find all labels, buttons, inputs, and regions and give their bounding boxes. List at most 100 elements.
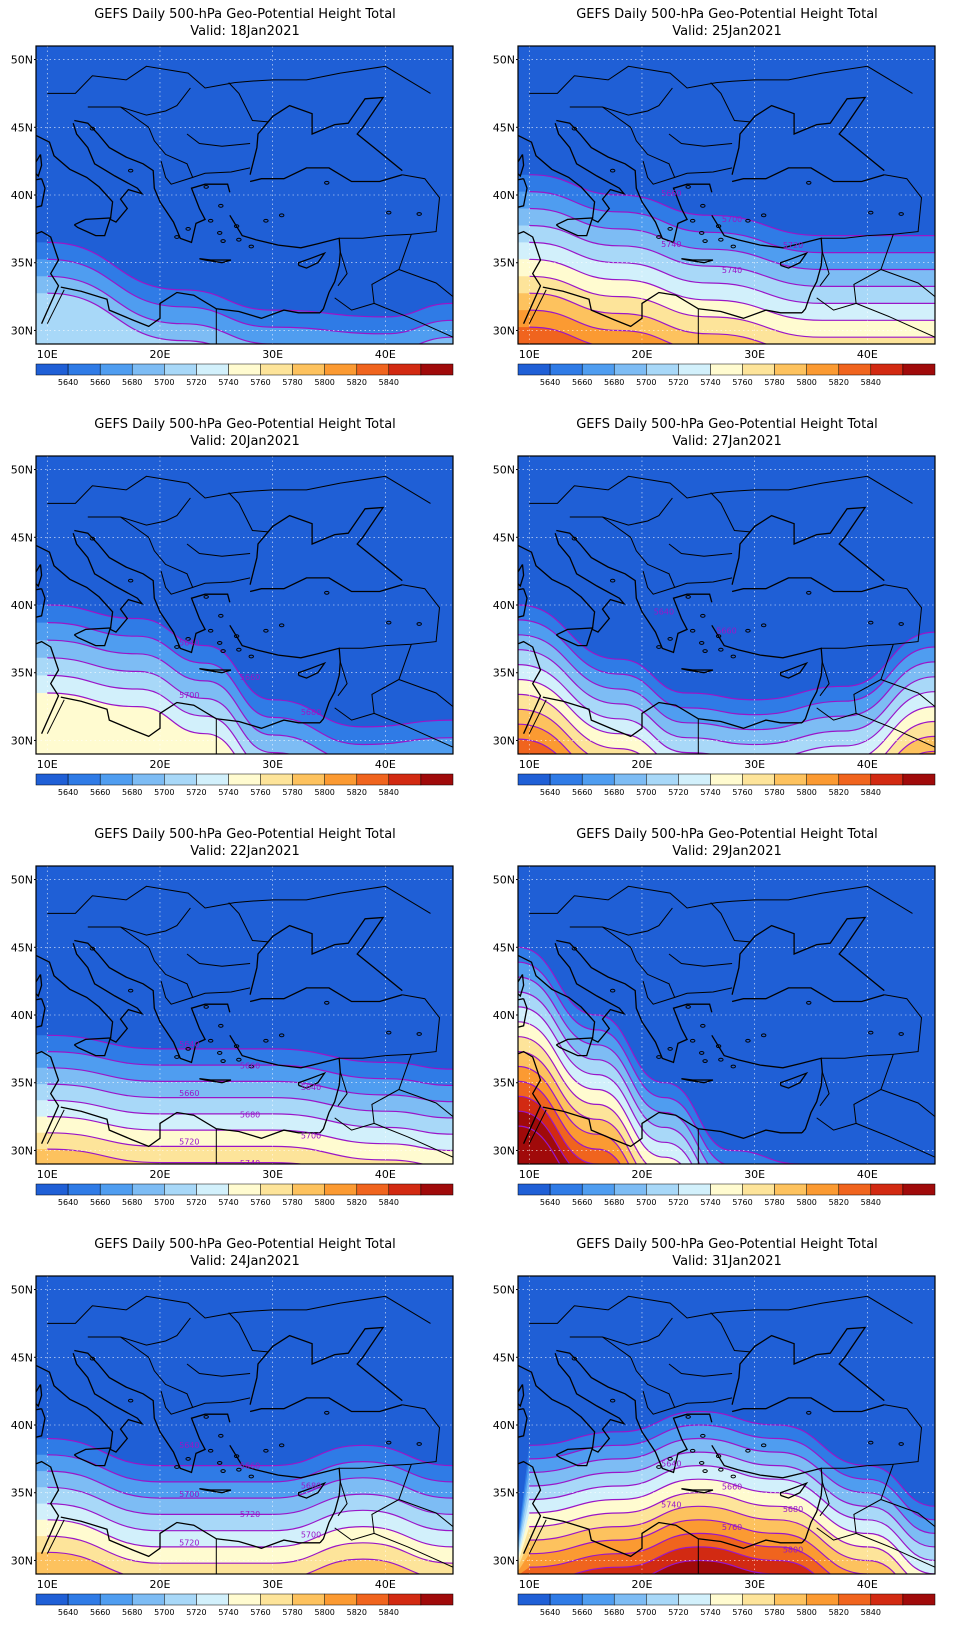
longitude-tick-label: 40E [375, 348, 396, 361]
contour-line [529, 1451, 935, 1548]
island [760, 1443, 767, 1448]
contour-line [47, 1116, 453, 1152]
panel-valid-date: Valid: 22Jan2021 [190, 844, 300, 859]
latitude-tick-label: 40N [11, 599, 33, 612]
country-border [710, 1312, 751, 1353]
country-border [398, 1499, 453, 1527]
colorbar-label: 5760 [732, 378, 752, 387]
country-border [529, 65, 913, 94]
coastline [60, 1106, 320, 1148]
country-border [398, 269, 453, 297]
colorbar-swatch [356, 1183, 390, 1196]
island [700, 613, 706, 618]
island [868, 210, 874, 215]
colorbar-label: 5840 [379, 378, 399, 387]
colorbar-swatch [35, 363, 69, 376]
contour-label: 5680 [240, 1110, 260, 1119]
panel-valid-date: Valid: 29Jan2021 [672, 844, 782, 859]
contour-line [529, 326, 595, 344]
colorbar-label: 5840 [861, 1608, 881, 1617]
island [185, 226, 191, 231]
colorbar-swatch [99, 773, 133, 786]
island [730, 1064, 736, 1069]
country-border [192, 1397, 251, 1408]
island [203, 1414, 209, 1419]
colorbar-label: 5800 [797, 1608, 817, 1617]
colorbar-swatch [678, 1183, 711, 1196]
longitude-tick-label: 40E [375, 1578, 396, 1591]
coastline [518, 230, 542, 324]
colorbar-swatch [549, 363, 583, 376]
country-border [819, 1071, 830, 1107]
colorbar-swatch [549, 1593, 583, 1606]
colorbar-swatch [131, 1593, 165, 1606]
forecast-map-svg: GEFS Daily 500-hPa Geo-Potential Height … [11, 1237, 454, 1617]
island [571, 946, 578, 951]
forecast-map-svg: GEFS Daily 500-hPa Geo-Potential Height … [493, 7, 936, 387]
island [718, 237, 724, 242]
island [685, 184, 691, 189]
colorbar-swatch [292, 1593, 325, 1606]
longitude-tick-label: 40E [857, 758, 878, 771]
longitude-tick-label: 30E [262, 758, 283, 771]
coastline [779, 661, 809, 679]
contour-line [529, 174, 935, 237]
contour-label: 5720 [179, 1539, 199, 1548]
colorbar-label: 5780 [764, 1198, 784, 1207]
coastline [36, 1353, 144, 1453]
country-border [120, 926, 194, 1005]
country-border [47, 885, 431, 914]
island [236, 647, 242, 652]
latitude-tick-label: 30N [11, 1554, 33, 1567]
island [220, 1059, 226, 1063]
island [571, 536, 578, 541]
latitude-tick-label: 35N [493, 1077, 515, 1090]
island [718, 1467, 724, 1472]
colorbar-label: 5700 [154, 1608, 174, 1617]
island [416, 1032, 422, 1036]
latitude-tick-label: 45N [493, 531, 515, 544]
coastline [36, 640, 60, 734]
contour-line [518, 1110, 571, 1164]
forecast-map-panel: GEFS Daily 500-hPa Geo-Potential Height … [482, 0, 964, 410]
country-border [819, 251, 830, 287]
country-border [880, 269, 935, 297]
colorbar-swatch [646, 363, 679, 376]
latitude-tick-label: 35N [493, 1487, 515, 1500]
longitude-tick-label: 10E [519, 1168, 540, 1181]
colorbar-label: 5800 [315, 1198, 335, 1207]
island [689, 1038, 696, 1043]
coastline [249, 96, 403, 175]
island [89, 946, 96, 951]
panel-title: GEFS Daily 500-hPa Geo-Potential Height … [576, 7, 878, 22]
island [324, 1000, 330, 1005]
colorbar-label: 5720 [668, 788, 688, 797]
island [760, 213, 767, 218]
colorbar-label: 5680 [122, 788, 142, 797]
colorbar-swatch [164, 363, 197, 376]
forecast-map-panel: GEFS Daily 500-hPa Geo-Potential Height … [0, 1230, 482, 1640]
colorbar-swatch [420, 363, 454, 376]
contour-line [518, 1080, 621, 1164]
colorbar-swatch [99, 363, 133, 376]
coastline [73, 1447, 112, 1467]
colorbar-swatch [549, 1183, 583, 1196]
colorbar-swatch [517, 363, 551, 376]
island [898, 1442, 904, 1446]
country-border [819, 661, 830, 697]
panel-title: GEFS Daily 500-hPa Geo-Potential Height … [576, 827, 878, 842]
latitude-tick-label: 40N [493, 189, 515, 202]
coastline [555, 1447, 594, 1467]
country-border [192, 987, 251, 998]
colorbar-swatch [678, 1593, 711, 1606]
latitude-tick-label: 30N [11, 734, 33, 747]
longitude-tick-label: 30E [262, 1168, 283, 1181]
colorbar-label: 5720 [186, 378, 206, 387]
colorbar-label: 5740 [700, 1198, 720, 1207]
colorbar-label: 5700 [636, 788, 656, 797]
colorbar-swatch [742, 1593, 775, 1606]
coastline [36, 998, 46, 1028]
latitude-tick-label: 50N [493, 54, 515, 67]
island [715, 224, 722, 229]
latitude-tick-label: 30N [11, 1144, 33, 1157]
